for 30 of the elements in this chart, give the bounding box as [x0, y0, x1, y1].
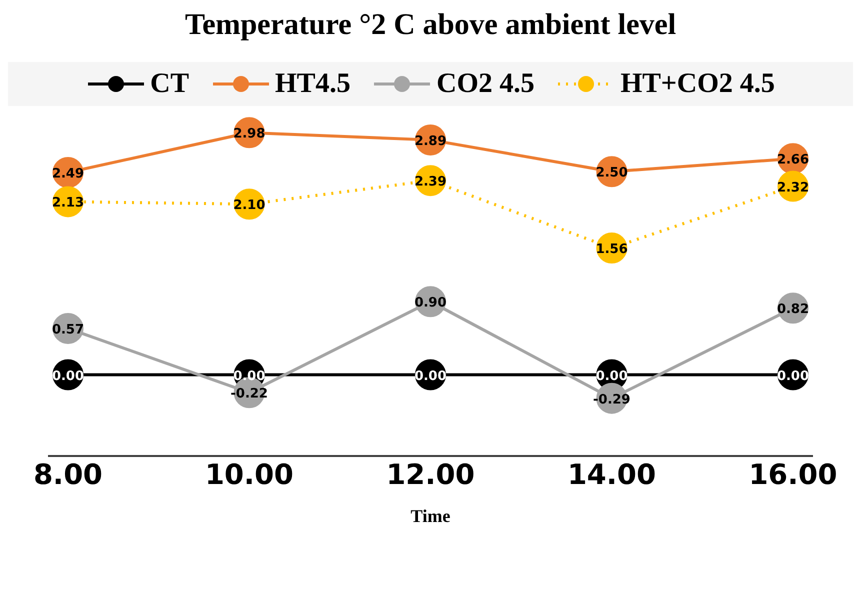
data-label: 2.32 — [776, 180, 810, 196]
legend-label: CO2 4.5 — [436, 68, 534, 100]
data-label: 0.00 — [414, 368, 447, 384]
legend-label: HT+CO2 4.5 — [620, 68, 775, 100]
data-label: 1.56 — [596, 242, 628, 257]
data-label: 2.13 — [52, 196, 84, 211]
data-label: 2.50 — [596, 166, 628, 181]
data-label: -0.22 — [230, 386, 268, 402]
data-label: 2.49 — [52, 166, 84, 182]
data-label: 0.57 — [52, 322, 84, 338]
data-label: 0.00 — [233, 368, 266, 384]
data-label: 0.90 — [414, 296, 447, 311]
data-label: 0.82 — [776, 302, 810, 318]
data-label: -0.29 — [593, 392, 630, 408]
data-label: 0.00 — [776, 368, 810, 384]
legend-label: HT4.5 — [275, 68, 350, 100]
x-tick-label: 8.00 — [33, 458, 103, 491]
data-label: 2.98 — [233, 126, 266, 142]
data-label: 2.66 — [776, 152, 810, 168]
legend-label: CT — [150, 68, 189, 100]
data-label: 2.89 — [414, 134, 447, 149]
chart-title: Temperature °2 C above ambient level — [184, 8, 678, 42]
x-tick-label: 10.00 — [204, 458, 294, 491]
x-tick-label: 12.00 — [386, 458, 475, 491]
x-tick-label: 14.00 — [567, 458, 656, 491]
data-label: 0.00 — [52, 368, 84, 384]
data-label: 2.39 — [414, 174, 447, 190]
x-tick-label: 16.00 — [748, 458, 838, 491]
x-axis-title: Time — [410, 506, 452, 527]
data-label: 0.00 — [596, 368, 628, 384]
